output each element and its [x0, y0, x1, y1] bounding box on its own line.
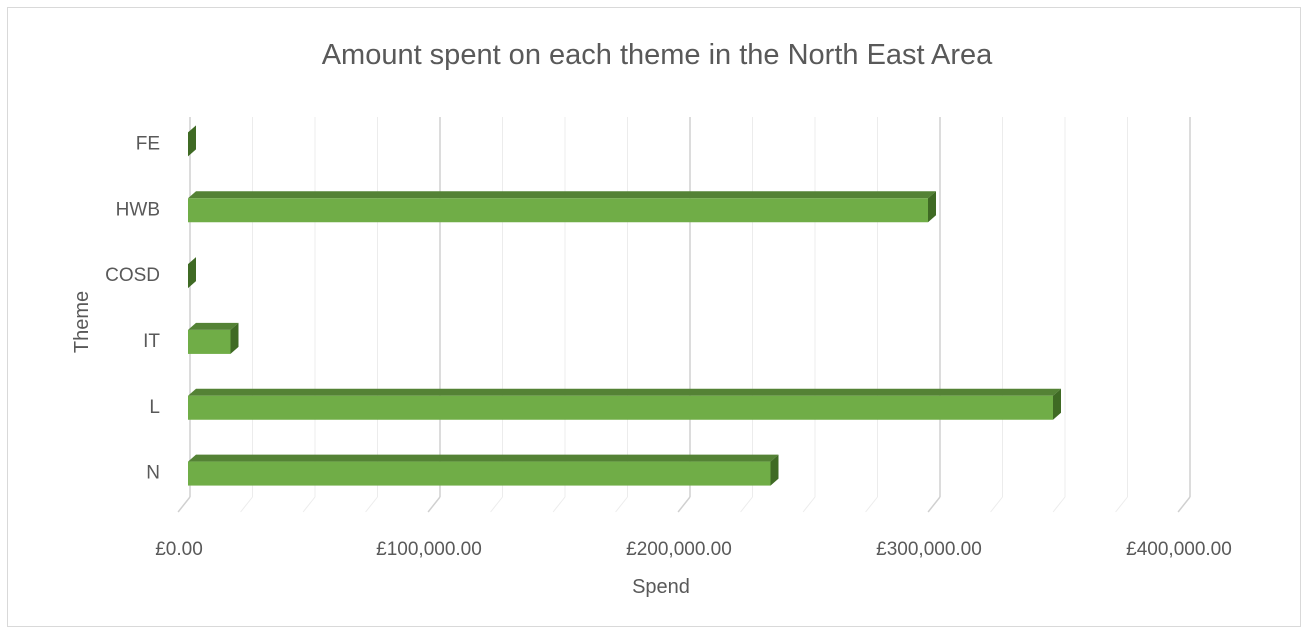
bar [188, 395, 1053, 420]
floor-gridline [802, 496, 816, 513]
bar-side-face [188, 257, 196, 289]
floor-gridline [552, 496, 566, 513]
bars [188, 125, 1061, 486]
category-label: HWB [116, 199, 160, 220]
tick-label: £200,000.00 [626, 539, 732, 560]
bar-top-face [188, 322, 239, 330]
floor-gridline [365, 496, 378, 513]
floor-gridline [927, 496, 941, 513]
floor-gridline [740, 496, 753, 513]
y-axis-title: Theme [71, 291, 93, 353]
bar-top-face [188, 388, 1061, 396]
gridlines [177, 117, 1191, 513]
bar-top-face [188, 191, 936, 199]
floor-gridline [177, 496, 191, 513]
bar [188, 329, 231, 354]
floor-gridline [1177, 496, 1191, 513]
bar-side-face [188, 125, 196, 157]
bar-top-face [188, 454, 779, 462]
floor-gridline [677, 496, 691, 513]
tick-label: £400,000.00 [1126, 539, 1232, 560]
category-label: L [149, 397, 160, 418]
bar-side-face [770, 454, 779, 486]
floor-gridline [1115, 496, 1128, 513]
floor-gridline [302, 496, 316, 513]
bar [188, 198, 928, 223]
category-label: N [146, 463, 160, 484]
category-label: IT [143, 331, 160, 352]
tick-labels: £0.00 £100,000.00 £200,000.00 £300,000.00 £4… [155, 539, 1232, 560]
chart-frame [7, 7, 1301, 627]
floor-gridline [490, 496, 503, 513]
x-axis-title: Spend [632, 576, 690, 598]
floor-gridline [990, 496, 1003, 513]
bar [188, 461, 771, 486]
bar-side-face [1053, 388, 1061, 420]
floor-gridline [427, 496, 441, 513]
bar-side-face [230, 322, 239, 354]
bar-side-face [928, 191, 936, 223]
category-label: FE [136, 133, 160, 154]
floor-gridline [615, 496, 628, 513]
category-labels: N L IT COSD HWB FE [105, 133, 160, 483]
tick-label: £0.00 [155, 539, 203, 560]
floor-gridline [865, 496, 878, 513]
chart-title: Amount spent on each theme in the North … [322, 39, 993, 71]
category-label: COSD [105, 265, 160, 286]
tick-label: £300,000.00 [876, 539, 982, 560]
floor-gridline [240, 496, 253, 513]
tick-label: £100,000.00 [376, 539, 482, 560]
floor-gridline [1052, 496, 1066, 513]
